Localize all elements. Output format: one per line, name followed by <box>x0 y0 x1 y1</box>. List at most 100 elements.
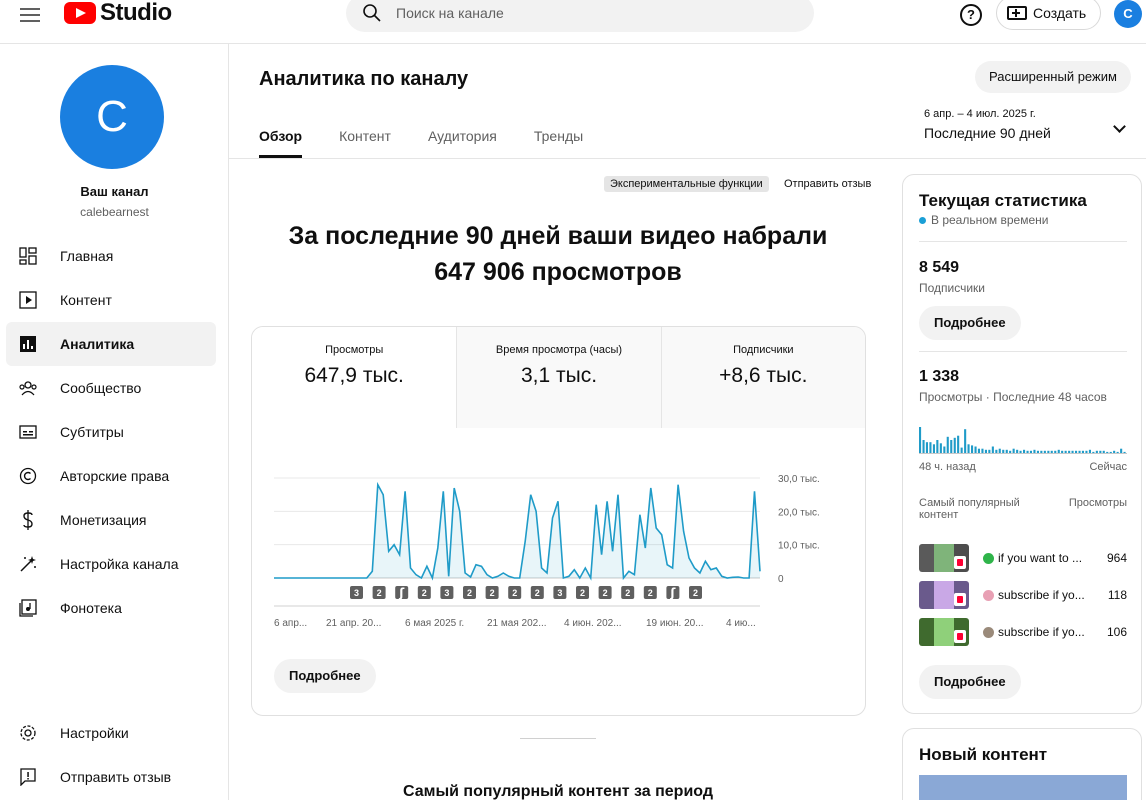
create-button[interactable]: Создать <box>996 0 1102 30</box>
divider <box>919 241 1127 242</box>
date-range-selector[interactable]: 6 апр. – 4 июл. 2025 г. Последние 90 дне… <box>924 108 1132 141</box>
sidebar-item-dashboard[interactable]: Главная <box>6 234 216 278</box>
monetization-icon <box>18 510 38 530</box>
metric-tab-views[interactable]: Просмотры 647,9 тыс. <box>252 327 457 428</box>
advanced-mode-button[interactable]: Расширенный режим <box>975 61 1131 93</box>
tab-audience[interactable]: Аудитория <box>427 128 497 144</box>
sidebar-item-copyright[interactable]: Авторские права <box>6 454 216 498</box>
account-avatar[interactable]: C <box>1114 0 1142 28</box>
mini-chart-bar <box>1099 450 1102 453</box>
upload-marker <box>508 586 522 599</box>
send-feedback-link[interactable]: Отправить отзыв <box>784 178 872 190</box>
dashboard-icon <box>18 246 38 266</box>
upload-marker <box>666 586 680 599</box>
x-tick-label: 19 июн. 20... <box>646 618 704 629</box>
upload-count-label: 2 <box>512 588 517 598</box>
mini-chart-bar <box>988 449 991 454</box>
date-range-label: Последние 90 дней <box>924 125 1051 141</box>
upload-count-label: 2 <box>422 588 427 598</box>
views-chart[interactable]: 30,0 тыс. 20,0 тыс. 10,0 тыс. 0 3 2 ʃ 2 3 2 2 2 2 3 2 2… <box>252 428 866 716</box>
x-tick-label: 4 июн. 202... <box>564 618 622 629</box>
mini-chart-bar <box>1016 449 1019 454</box>
upload-marker <box>689 586 702 599</box>
mini-chart-bar <box>1012 448 1015 453</box>
tab-content[interactable]: Контент <box>339 128 391 144</box>
create-label: Создать <box>1033 5 1087 21</box>
upload-count-label: 3 <box>354 588 359 598</box>
x-tick-label: 4 ию... <box>726 618 756 629</box>
sidebar-item-content[interactable]: Контент <box>6 278 216 322</box>
mini-chart-bar <box>1036 450 1039 453</box>
studio-logo[interactable]: Studio <box>64 0 172 26</box>
sidebar-item-feedback[interactable]: Отправить отзыв <box>6 755 216 799</box>
top-bar: Studio ? Создать C <box>0 0 1146 44</box>
sidebar-item-label: Авторские права <box>60 468 170 484</box>
sidebar-item-label: Монетизация <box>60 512 147 528</box>
top-content-item[interactable]: subscribe if yo... 106 <box>919 617 1127 647</box>
shorts-marker-icon: ʃ <box>398 586 405 600</box>
sidebar-item-monetization[interactable]: Монетизация <box>6 498 216 542</box>
mini-chart-bar <box>1068 450 1071 453</box>
video-thumbnail <box>919 581 969 609</box>
sidebar-item-community[interactable]: Сообщество <box>6 366 216 410</box>
mini-chart-bar <box>1050 450 1053 453</box>
new-content-thumbnail[interactable] <box>919 775 1127 800</box>
upload-marker <box>485 586 499 599</box>
realtime-card: Текущая статистика В реальном времени 8 … <box>902 174 1142 714</box>
sidebar-item-audio-library[interactable]: Фонотека <box>6 586 216 630</box>
sidebar-item-settings[interactable]: Настройки <box>6 711 216 755</box>
top-content-more-button[interactable]: Подробнее <box>919 665 1021 699</box>
sidebar-item-analytics[interactable]: Аналитика <box>6 322 216 366</box>
headline-line1: За последние 90 дней ваши видео набрали <box>288 222 828 250</box>
mini-chart-bar <box>943 446 946 453</box>
mini-chart-bar <box>998 448 1001 453</box>
subscribers-more-button[interactable]: Подробнее <box>919 306 1021 340</box>
title-emoji-icon <box>983 589 994 601</box>
header-divider <box>229 158 1146 159</box>
mini-chart-bar <box>1026 450 1029 453</box>
sidebar-item-customization[interactable]: Настройка канала <box>6 542 216 586</box>
metric-label: Время просмотра (часы) <box>495 344 623 356</box>
headline: За последние 90 дней ваши видео набрали … <box>260 218 856 290</box>
sidebar-item-label: Настройка канала <box>60 556 179 572</box>
metric-tab-watch-time[interactable]: Время просмотра (часы) 3,1 тыс. <box>456 327 661 428</box>
mini-chart-bar <box>932 444 935 453</box>
views-area <box>274 484 760 578</box>
search-bar[interactable] <box>346 0 814 32</box>
mini-chart-bar <box>971 445 974 453</box>
mini-chart-bar <box>1123 451 1126 453</box>
help-icon[interactable]: ? <box>960 4 982 26</box>
live-dot-icon <box>919 216 926 224</box>
content-icon <box>18 290 38 310</box>
subscribers-count: 8 549 <box>919 259 960 276</box>
menu-icon[interactable] <box>20 4 40 22</box>
sidebar-item-subtitles[interactable]: Субтитры <box>6 410 216 454</box>
mini-chart-bar <box>957 435 960 453</box>
metric-tab-subscribers[interactable]: Подписчики +8,6 тыс. <box>660 327 865 428</box>
mini-chart-bar <box>922 440 925 453</box>
top-content-item[interactable]: subscribe if yo... 118 <box>919 580 1127 610</box>
copyright-icon <box>18 466 38 486</box>
feedback-icon <box>18 767 38 787</box>
search-input[interactable] <box>396 5 776 21</box>
realtime-views-chart[interactable] <box>919 425 1127 455</box>
new-content-title: Новый контент <box>919 745 1048 764</box>
section-divider <box>520 738 596 739</box>
realtime-title: Текущая статистика <box>919 191 1087 210</box>
tab-overview[interactable]: Обзор <box>259 128 303 158</box>
mini-chart-bar <box>1071 450 1074 453</box>
mini-chart-bar <box>946 436 949 454</box>
mini-chart-bar <box>974 446 977 453</box>
top-item-views: 106 <box>1106 625 1127 639</box>
top-content-header: Самый популярный контент <box>919 497 1020 521</box>
x-tick-label: 6 апр... <box>274 618 307 629</box>
mini-chart-bar <box>1061 450 1064 453</box>
more-button[interactable]: Подробнее <box>274 659 376 693</box>
youtube-logo-icon <box>64 2 96 24</box>
tab-trends[interactable]: Тренды <box>533 128 584 144</box>
channel-avatar[interactable]: C <box>60 65 164 169</box>
upload-marker <box>417 586 431 599</box>
sidebar-item-label: Контент <box>60 292 112 308</box>
mini-chart-bar <box>939 443 942 454</box>
top-content-item[interactable]: if you want to ... 964 <box>919 543 1127 573</box>
